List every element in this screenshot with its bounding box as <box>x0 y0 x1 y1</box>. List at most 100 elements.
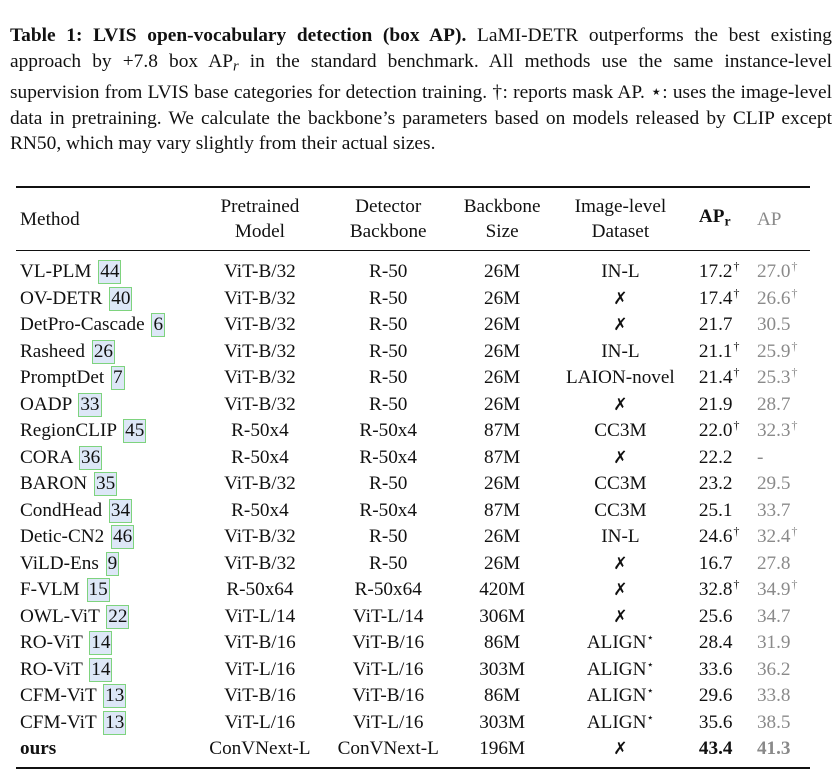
cell-method: Rasheed 26 <box>16 339 196 366</box>
cell-image-level-dataset: ✗ <box>552 551 689 578</box>
citation-link[interactable]: 14 <box>89 631 113 655</box>
citation-link[interactable]: 40 <box>109 286 133 311</box>
apr-value: 32.8 <box>698 579 733 600</box>
cell-apr: 25.6 <box>689 604 753 631</box>
cell-pretrained-model: ViT-B/32 <box>224 393 296 415</box>
dagger-marker: † <box>733 577 740 592</box>
cell-apr: 32.8† <box>689 577 753 604</box>
cell-detector-backbone: R-50x64 <box>354 579 422 600</box>
citation-link[interactable]: 14 <box>89 657 113 682</box>
star-marker: ⋆ <box>646 683 654 698</box>
dataset-name: ALIGN <box>586 658 647 680</box>
cell-ap: 34.9† <box>753 577 810 604</box>
citation-link[interactable]: 9 <box>105 551 120 576</box>
cell-method: VL-PLM 44 <box>16 251 196 286</box>
apr-value: 22.2 <box>698 446 733 468</box>
cell-backbone-size: 86M <box>483 685 521 706</box>
citation-link[interactable]: 36 <box>79 445 103 470</box>
cell-detector-backbone: R-50 <box>369 552 408 574</box>
cell-image-level-dataset: ✗ <box>552 312 689 339</box>
dataset-name: CC3M <box>594 473 647 494</box>
ap-value: 26.6 <box>756 287 791 309</box>
citation-link[interactable]: 46 <box>111 525 135 549</box>
dagger-marker: † <box>791 418 798 433</box>
cell-detector-backbone: ViT-L/14 <box>352 605 424 627</box>
citation-link[interactable]: 33 <box>78 392 102 417</box>
citation-link[interactable]: 13 <box>103 684 127 708</box>
table-row: VL-PLM 44 ViT-B/32 R-50 26M IN-L 17.2† 27.0† <box>16 251 810 286</box>
cell-detector-backbone: R-50 <box>369 526 408 547</box>
apr-value: 43.4 <box>698 738 733 759</box>
cell-apr: 21.9 <box>689 392 753 419</box>
header-detector-backbone: Detector Backbone <box>324 186 453 251</box>
dagger-marker: † <box>791 577 798 592</box>
apr-value: 35.6 <box>698 711 733 733</box>
ap-value: 25.3 <box>756 367 791 388</box>
cell-backbone-size: 26M <box>483 340 521 362</box>
ap-value: 33.8 <box>756 685 791 706</box>
cell-apr: 43.4 <box>688 736 753 769</box>
header-detector-line2: Backbone <box>349 221 427 242</box>
dataset-name: LAION-novel <box>566 367 675 388</box>
cell-ap: 28.7 <box>753 392 810 419</box>
ap-value: 33.7 <box>756 499 791 521</box>
cell-ap: 29.5 <box>753 471 810 498</box>
citation-link[interactable]: 34 <box>108 498 133 523</box>
cell-image-level-dataset: IN-L <box>552 251 689 286</box>
dataset-name: CC3M <box>594 420 647 441</box>
cell-pretrained-model: ViT-L/16 <box>224 711 296 733</box>
header-pretrained-model: Pretrained Model <box>195 186 325 251</box>
cell-method: OV-DETR 40 <box>16 286 196 313</box>
citation-link[interactable]: 44 <box>98 260 122 284</box>
cell-method: CFM-ViT 13 <box>16 683 196 710</box>
citation-link[interactable]: 22 <box>106 604 130 629</box>
table-row: Detic-CN2 46 ViT-B/32 R-50 26M IN-L 24.6† 32.4… <box>16 524 810 551</box>
cell-ap: 25.9† <box>753 339 810 366</box>
apr-value: 21.4 <box>698 367 733 388</box>
cell-image-level-dataset: ✗ <box>552 577 689 604</box>
citation-link[interactable]: 26 <box>91 339 115 364</box>
method-name: Rasheed <box>20 340 86 362</box>
cell-apr: 17.2† <box>689 251 753 286</box>
method-name: CFM-ViT <box>20 711 97 733</box>
cell-backbone-size: 26M <box>483 367 521 388</box>
table-row: Rasheed 26 ViT-B/32 R-50 26M IN-L 21.1† 25.9† <box>16 339 810 366</box>
cell-apr: 23.2 <box>689 471 753 498</box>
header-backbone-size: Backbone Size <box>452 186 552 251</box>
table-row: RO-ViT 14 ViT-B/16 ViT-B/16 86M ALIGN⋆ 28.4 31… <box>16 630 810 657</box>
citation-link[interactable]: 7 <box>111 366 125 390</box>
header-pretrained-line1: Pretrained <box>220 196 300 217</box>
table-row: F-VLM 15 R-50x64 R-50x64 420M ✗ 32.8† 34.9† <box>16 577 810 604</box>
header-method: Method <box>16 186 196 251</box>
caption-ap-subscript: r <box>233 58 239 75</box>
cell-ap: 32.3† <box>753 418 810 445</box>
cell-pretrained-model: ViT-B/32 <box>224 367 296 388</box>
dagger-marker: † <box>791 365 798 380</box>
method-name: RO-ViT <box>20 632 83 653</box>
apr-value: 25.1 <box>698 499 733 521</box>
citation-link[interactable]: 6 <box>151 313 166 337</box>
cell-detector-backbone: ViT-B/16 <box>352 632 425 653</box>
citation-link[interactable]: 35 <box>93 472 118 496</box>
cell-image-level-dataset: CC3M <box>552 418 689 445</box>
cell-apr: 24.6† <box>689 524 753 551</box>
cell-pretrained-model: ViT-L/14 <box>224 605 296 627</box>
cell-apr: 29.6 <box>689 683 753 710</box>
ap-value: 25.9 <box>756 340 791 362</box>
table-row: ViLD-Ens 9 ViT-B/32 R-50 26M ✗ 16.7 27.8 <box>16 551 810 578</box>
table-row: OV-DETR 40 ViT-B/32 R-50 26M ✗ 17.4† 26.6† <box>16 286 810 313</box>
dataset-name: ALIGN <box>586 632 647 653</box>
apr-value: 22.0 <box>698 420 733 441</box>
citation-link[interactable]: 45 <box>123 419 147 443</box>
apr-value: 21.7 <box>698 314 733 335</box>
citation-link[interactable]: 13 <box>103 710 127 735</box>
ap-value: 34.9 <box>756 579 791 600</box>
header-apr-sub: r <box>724 213 731 229</box>
cell-apr: 33.6 <box>689 657 753 684</box>
cell-image-level-dataset: CC3M <box>552 471 689 498</box>
citation-link[interactable]: 15 <box>86 578 110 602</box>
cell-image-level-dataset: ALIGN⋆ <box>552 657 689 684</box>
table-row: CFM-ViT 13 ViT-L/16 ViT-L/16 303M ALIGN⋆ 35.6… <box>16 710 810 737</box>
cell-detector-backbone: ConVNext-L <box>324 736 453 769</box>
